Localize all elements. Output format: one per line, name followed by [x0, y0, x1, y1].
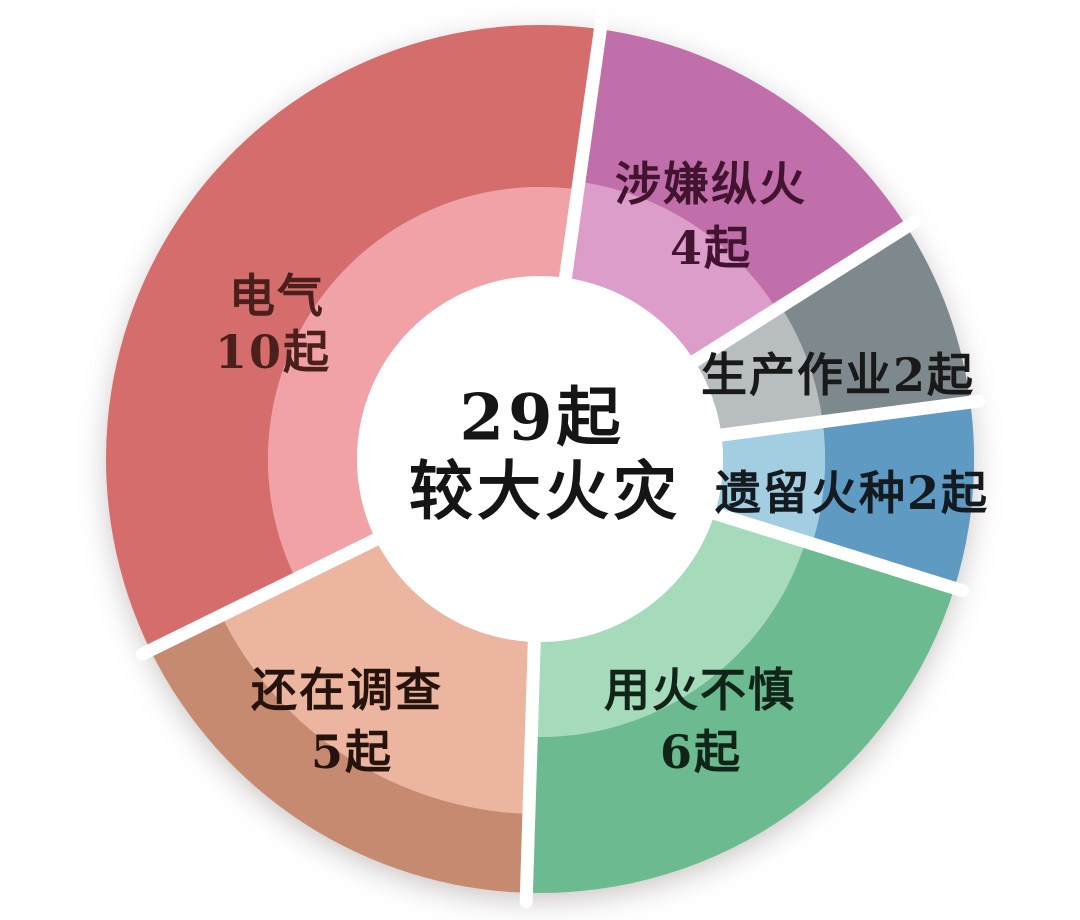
pie-slice-leftover-embers-outer-band: [812, 402, 974, 589]
pie-slice-electrical-outer-band: [105, 24, 601, 651]
donut-hole: [357, 276, 723, 642]
pie-slices: [105, 24, 974, 894]
pie-slice-electrical-inner-band: [268, 187, 578, 579]
slice-label-careless-fire-use-line1: 用火不慎: [604, 663, 796, 717]
slice-separators: [135, 13, 986, 909]
slice-label-electrical-line1: 电气: [229, 269, 325, 323]
slice-separator-2: [703, 394, 986, 444]
slice-label-arson-line2: 4起: [670, 221, 752, 275]
pie-slice-production-work-outer-band: [780, 226, 971, 422]
slice-separator-5: [135, 527, 393, 661]
slice-label-leftover-embers: 遗留火种2起: [715, 466, 989, 520]
slice-separator-3: [696, 503, 970, 598]
slice-label-arson-line1: 涉嫌纵火: [615, 157, 807, 211]
pie-slice-production-work-inner-band: [694, 306, 823, 436]
slice-label-production-work: 生产作业2起: [701, 348, 975, 402]
slice-label-electrical-line2: 10起: [215, 325, 331, 379]
slice-label-under-investigation-line1: 还在调查: [251, 663, 443, 717]
pie-slice-arson-outer-band: [578, 29, 907, 310]
slice-separator-1: [677, 215, 921, 375]
donut-center-label-line1: 29起: [459, 381, 624, 456]
pie-slice-leftover-embers-inner-band: [714, 421, 825, 544]
pie-slice-arson-inner-band: [565, 181, 777, 362]
pie-slice-under-investigation-inner-band: [221, 539, 535, 814]
slice-label-under-investigation-line2: 5起: [311, 725, 393, 779]
pie-slice-under-investigation-outer-band: [150, 615, 529, 893]
slice-separator-4: [519, 623, 542, 909]
slice-labels: 涉嫌纵火 4起 生产作业2起 遗留火种2起 用火不慎 6起 还在调查 5起 电气…: [215, 157, 989, 779]
slice-separator-0: [557, 13, 609, 297]
pie-slice-careless-fire-use-inner-band: [531, 513, 806, 737]
donut-center-label-line2: 较大火灾: [409, 455, 681, 530]
pie-slice-careless-fire-use-outer-band: [526, 541, 955, 894]
slice-label-careless-fire-use-line2: 6起: [660, 725, 742, 779]
